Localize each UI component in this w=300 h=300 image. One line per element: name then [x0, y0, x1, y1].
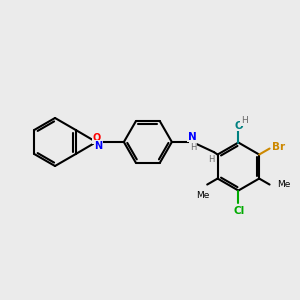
Text: O: O: [92, 133, 101, 143]
Text: Cl: Cl: [234, 206, 245, 215]
Text: Me: Me: [278, 180, 291, 189]
Text: O: O: [234, 121, 243, 130]
Text: Me: Me: [196, 190, 210, 200]
Text: H: H: [190, 142, 196, 152]
Text: H: H: [208, 154, 214, 164]
Text: H: H: [241, 116, 248, 125]
Text: N: N: [94, 141, 103, 151]
Text: N: N: [188, 131, 197, 142]
Text: Br: Br: [272, 142, 285, 152]
